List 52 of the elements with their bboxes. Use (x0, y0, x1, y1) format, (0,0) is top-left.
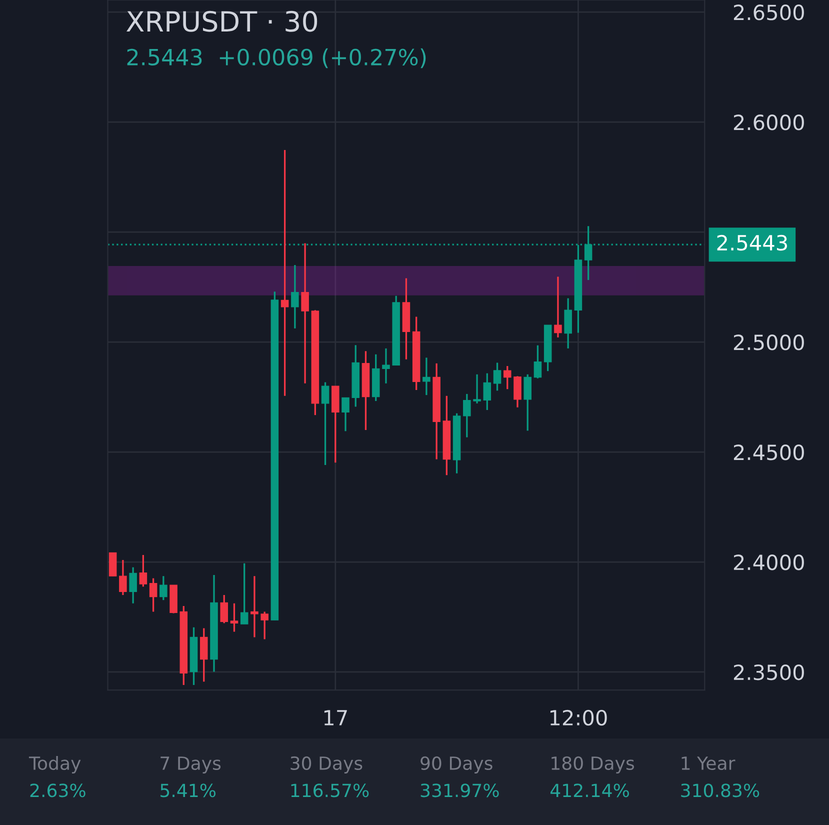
candlestick (554, 276, 562, 338)
candlestick (230, 602, 238, 633)
text: 7 Days (160, 756, 221, 774)
text: 2.63% (30, 784, 86, 798)
candlestick (119, 559, 127, 596)
text: 90 Days (420, 756, 492, 774)
x-tick-label: 12:00 (550, 710, 607, 726)
candlestick (382, 348, 390, 384)
candlestick (108, 552, 117, 577)
text: 180 Days (552, 756, 634, 774)
candlestick (280, 149, 289, 397)
y-tick-label: 2.5000 (734, 334, 804, 350)
y-tick-label: 2.6000 (734, 114, 804, 130)
candlestick (321, 381, 330, 466)
text: 30 Days (290, 756, 362, 774)
candlestick (160, 575, 168, 601)
text: 1 Year (682, 756, 736, 770)
candlestick (301, 242, 309, 384)
y-tick-label: 2.4000 (734, 554, 804, 570)
text: 116.57% (291, 784, 369, 798)
candlestick (291, 264, 299, 330)
candlestick (524, 374, 532, 432)
y-tick-label: 2.6500 (734, 4, 804, 20)
candlestick (534, 344, 542, 380)
candlestick (493, 362, 502, 392)
candlestick (463, 393, 471, 438)
text: Today (28, 756, 81, 774)
candlestick (129, 566, 137, 604)
text: 2.5443 +0.0069 (+0.27%) (127, 48, 426, 68)
y-tick-label: 2.4500 (734, 444, 804, 460)
chart-title: XRPUSDT · 30 (126, 10, 318, 32)
candlestick (240, 562, 248, 625)
candlestick (260, 610, 268, 640)
candlestick (200, 627, 208, 683)
candlestick (139, 554, 148, 588)
text: 331.97% (420, 784, 499, 798)
x-tick-label: 17 (324, 710, 347, 726)
candlestick (564, 297, 572, 350)
candlestick (503, 365, 512, 390)
text: 412.14% (550, 784, 629, 798)
text: 5.41% (160, 784, 216, 798)
text: 310.83% (681, 784, 760, 798)
candlestick (514, 375, 522, 408)
candlestick (220, 594, 228, 624)
candlestick (422, 356, 430, 396)
candlestick (473, 374, 481, 404)
ref-line-label: 2.5443 (717, 234, 787, 251)
candlestick (342, 396, 350, 432)
candlestick (483, 372, 492, 411)
candlestick (149, 577, 158, 613)
y-tick-label: 2.3500 (734, 664, 804, 680)
candlestick (250, 575, 258, 638)
